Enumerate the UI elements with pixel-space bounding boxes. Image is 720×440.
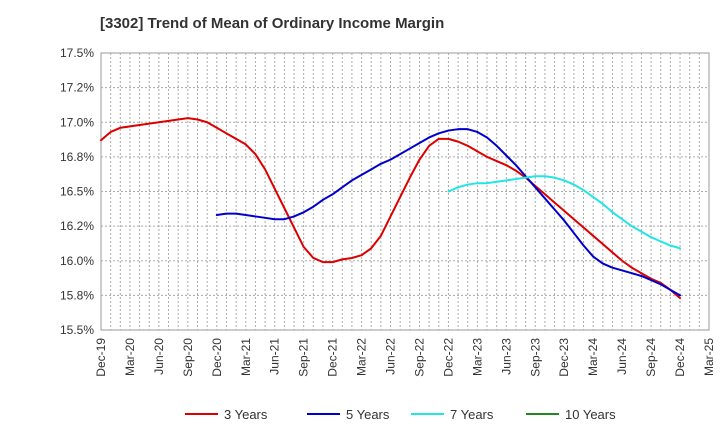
- x-tick-label: Sep-22: [412, 338, 426, 377]
- legend-item: 7 Years: [411, 407, 494, 422]
- grid-lines: [101, 53, 709, 330]
- y-tick-label: 16.5%: [60, 185, 94, 199]
- legend-item: 10 Years: [526, 407, 616, 422]
- y-tick-label: 17.2%: [60, 81, 94, 95]
- series-lines: [100, 117, 682, 300]
- series-line: [447, 175, 682, 250]
- legend-item: 5 Years: [307, 407, 390, 422]
- legend: 3 Years 5 Years 7 Years 10 Years: [185, 407, 616, 422]
- y-tick-label: 16.0%: [60, 254, 94, 268]
- x-tick-label: Jun-22: [384, 338, 398, 375]
- legend-label: 10 Years: [565, 407, 616, 422]
- y-tick-label: 16.8%: [60, 150, 94, 164]
- x-tick-label: Dec-19: [94, 338, 108, 377]
- x-tick-label: Jun-21: [268, 338, 282, 375]
- legend-label: 7 Years: [450, 407, 494, 422]
- legend-label: 3 Years: [224, 407, 268, 422]
- y-tick-label: 16.2%: [60, 219, 94, 233]
- y-tick-label: 15.8%: [60, 288, 94, 302]
- x-tick-label: Jun-24: [615, 338, 629, 375]
- x-tick-label: Mar-21: [239, 338, 253, 376]
- y-axis-tick-labels: 15.5% 15.8% 16.0% 16.2% 16.5% 16.8% 17.0% 17.2%…: [60, 46, 94, 337]
- x-tick-label: Dec-20: [210, 338, 224, 377]
- x-tick-label: Mar-22: [355, 338, 369, 376]
- x-tick-label: Mar-25: [702, 338, 716, 376]
- x-tick-label: Mar-23: [470, 338, 484, 376]
- x-tick-label: Jun-23: [499, 338, 513, 375]
- x-tick-label: Dec-24: [673, 338, 687, 377]
- x-tick-label: Dec-22: [441, 338, 455, 377]
- series-line: [100, 117, 682, 300]
- chart-title: [3302] Trend of Mean of Ordinary Income …: [100, 15, 445, 32]
- x-tick-label: Mar-24: [586, 338, 600, 376]
- x-tick-label: Dec-21: [326, 338, 340, 377]
- x-tick-label: Sep-20: [181, 338, 195, 377]
- y-tick-label: 17.0%: [60, 115, 94, 129]
- legend-label: 5 Years: [346, 407, 390, 422]
- x-tick-label: Dec-23: [557, 338, 571, 377]
- series-line: [215, 128, 682, 297]
- x-tick-label: Jun-20: [152, 338, 166, 375]
- x-axis-tick-labels: Dec-19 Mar-20 Jun-20 Sep-20 Dec-20 Mar-21 Jun-…: [94, 338, 716, 377]
- x-tick-label: Sep-23: [528, 338, 542, 377]
- legend-item: 3 Years: [185, 407, 268, 422]
- y-tick-label: 15.5%: [60, 323, 94, 337]
- y-tick-label: 17.5%: [60, 46, 94, 60]
- x-tick-label: Mar-20: [123, 338, 137, 376]
- x-tick-label: Sep-21: [297, 338, 311, 377]
- x-tick-label: Sep-24: [644, 338, 658, 377]
